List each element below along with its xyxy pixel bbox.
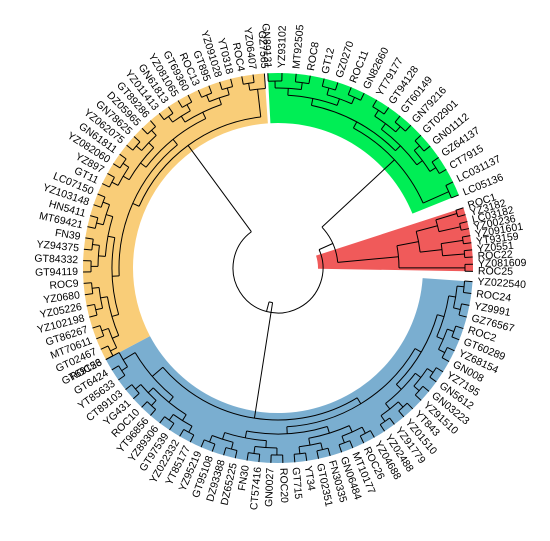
leaf-label: YT93159 [476, 230, 520, 247]
leaf-label: ROC8 [305, 41, 322, 72]
leaf-label: CT57416 [248, 466, 264, 510]
leaf-label: ROC25 [478, 265, 513, 278]
leaf-label: GN89131 [259, 23, 273, 69]
leaf-label: YZ06407 [241, 27, 258, 71]
leaf-label: ROC22 [477, 249, 513, 263]
leaf-label: ROC24 [476, 288, 512, 304]
leaf-label: ROC20 [277, 468, 290, 503]
leaf-label: YZ94375 [36, 238, 80, 254]
leaf-label: YZ0551 [477, 240, 515, 255]
leaf-label: ROC4 [230, 42, 247, 73]
leaf-label: YZ93102 [276, 25, 289, 68]
clade-red-highlight [316, 207, 473, 272]
leaf-label: GN0027 [263, 467, 276, 507]
clade-blue-highlight [105, 278, 473, 464]
tree-branches [83, 73, 473, 463]
leaf-labels: GN89131 YZ93102 MT92505ROC8GT12GZ0270ROC11… [34, 23, 527, 511]
clade-orange-highlight [83, 73, 268, 360]
clade-highlights [83, 73, 473, 464]
leaf-label: GT715 [290, 467, 305, 500]
leaf-label: ROC9 [49, 278, 79, 292]
leaf-label: MT92505 [290, 24, 306, 69]
leaf-label: YZ081609 [478, 257, 527, 270]
leaf-label: FN39 [54, 227, 81, 243]
leaf-label: GT84332 [34, 253, 78, 267]
leaf-label: YT34 [302, 465, 318, 492]
leaf-label: YZ0680 [43, 289, 81, 306]
leaf-label: FN30 [236, 464, 252, 491]
leaf-label: YZ022540 [477, 276, 526, 291]
clade-green-highlight [267, 73, 459, 214]
leaf-label: GT94119 [35, 266, 78, 279]
leaf-label: GZ7565 [256, 30, 271, 69]
